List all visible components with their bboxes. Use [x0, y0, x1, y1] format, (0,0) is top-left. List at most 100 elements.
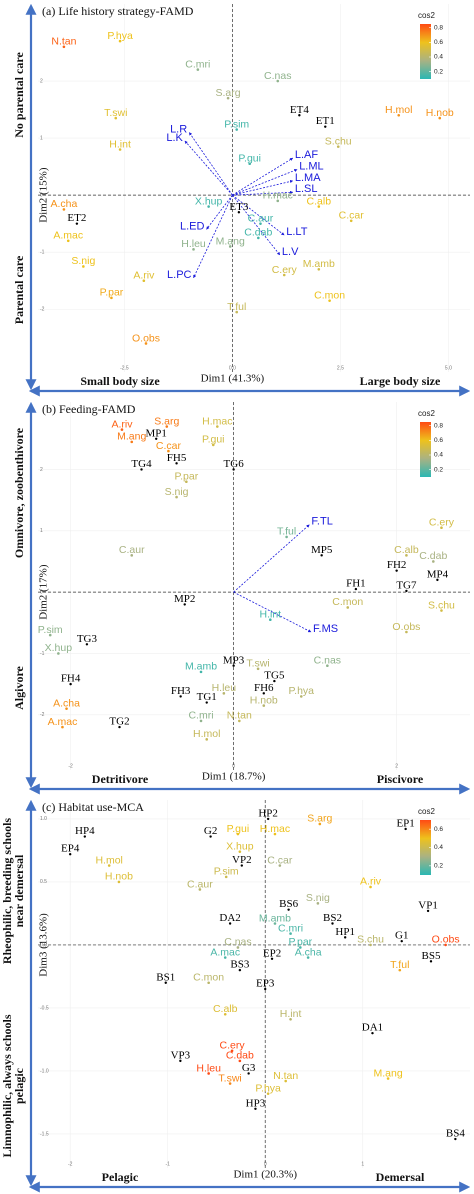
point	[236, 946, 240, 949]
color-bar	[420, 422, 431, 477]
supplementary-point	[262, 692, 265, 695]
point-label: C.dab	[226, 1050, 254, 1062]
point-label: H.leu	[196, 1062, 221, 1074]
point-label: A.mac	[53, 230, 83, 242]
point-label: N.tan	[51, 36, 76, 48]
supplementary-label: FH6	[254, 682, 274, 694]
supplementary-point	[83, 835, 87, 838]
point	[223, 956, 227, 959]
point	[257, 236, 260, 240]
point	[236, 832, 240, 836]
variable-arrow	[233, 524, 310, 593]
side-label: No parental care	[12, 52, 26, 138]
variable-arrow	[232, 194, 281, 256]
point-label: T.ful	[277, 526, 296, 538]
point-label: T.swi	[246, 658, 269, 670]
variable-arrow	[232, 194, 285, 236]
point-label: C.aur	[248, 212, 274, 224]
y-tick-label: 2	[40, 78, 43, 84]
point	[299, 695, 303, 698]
y-tick-label: -1	[40, 250, 45, 256]
point	[444, 943, 447, 947]
x-tick-label: 0	[264, 1161, 267, 1167]
legend-title: cos2	[418, 807, 435, 816]
panel: -2.5 0.0 2.5 5.0 2 1 0 -1 -2 (a) Life history str…	[12, 4, 471, 397]
point	[238, 1059, 242, 1063]
point-label: C.car	[156, 440, 182, 452]
point	[224, 875, 228, 879]
supplementary-label: VP3	[171, 1049, 191, 1061]
point	[185, 480, 188, 484]
point	[199, 670, 203, 674]
point-label: S.chu	[428, 599, 455, 611]
point	[207, 205, 210, 208]
supplementary-point	[85, 643, 89, 646]
point-label: C.mri	[188, 710, 213, 722]
y-tick-label: -2	[40, 712, 45, 718]
point	[238, 850, 242, 853]
y-tick-label: 0	[40, 589, 43, 595]
point-label: C.nas	[264, 70, 291, 82]
supplementary-point	[436, 578, 439, 582]
point	[222, 692, 226, 695]
point	[349, 219, 353, 223]
side-label: Small body size	[80, 374, 160, 388]
supplementary-label: TG4	[131, 458, 152, 470]
panel: -2 0 2 2 1 0 -1 -2 (b) Feeding-FAMD F.TL F.MS A.riv…	[12, 402, 471, 795]
point	[440, 609, 443, 612]
point	[289, 932, 292, 935]
side-label: Algivore	[12, 665, 26, 709]
supplementary-point	[320, 554, 323, 557]
point-label: H.nob	[426, 107, 454, 119]
supplementary-label: EP1	[396, 818, 414, 830]
supplementary-point	[237, 211, 241, 214]
side-label: near demersal	[12, 854, 26, 927]
supplementary-point	[69, 682, 72, 686]
side-label: Omnivore, zoobenthivore	[12, 427, 26, 558]
point	[211, 443, 215, 447]
supplementary-point	[371, 1031, 374, 1035]
supplementary-point	[118, 725, 121, 729]
point	[207, 981, 210, 985]
point-label: H.nob	[105, 871, 133, 883]
point-label: C.mri	[278, 922, 303, 934]
y-tick-label: 1	[40, 528, 43, 534]
point	[226, 96, 230, 100]
supplementary-point	[232, 664, 235, 667]
supplementary-label: DA1	[362, 1022, 383, 1034]
legend-tick-label: 0.8	[434, 422, 443, 429]
supplementary-label: TG1	[197, 691, 217, 703]
y-tick-label: 1	[40, 135, 43, 141]
point-label: A.riv	[133, 269, 155, 281]
legend-tick-label: 0.2	[434, 863, 443, 870]
supplementary-point	[205, 701, 208, 704]
supplementary-label: BS5	[422, 950, 441, 962]
point-label: H.leu	[212, 682, 237, 694]
point-label: T.ful	[390, 959, 409, 971]
plot-area	[38, 4, 470, 372]
supplementary-point	[426, 909, 430, 913]
point	[432, 560, 435, 563]
variable-arrow	[193, 194, 233, 279]
side-label: Parental care	[12, 255, 26, 324]
side-label: Limnophilic, always schools	[0, 1014, 14, 1157]
supplementary-point	[179, 695, 182, 698]
supplementary-point	[343, 936, 347, 939]
legend-tick-label: 0.8	[434, 24, 443, 31]
point-label: C.mri	[185, 58, 210, 70]
point	[228, 1082, 232, 1085]
point	[57, 652, 60, 655]
point	[118, 148, 122, 151]
point	[336, 145, 340, 148]
point	[328, 299, 331, 302]
point	[238, 719, 241, 723]
point	[228, 245, 232, 248]
point	[256, 667, 260, 671]
supplementary-label: ET1	[316, 115, 335, 127]
variable-label: L.ED	[180, 220, 205, 232]
point-label: A.riv	[111, 418, 133, 430]
point-label: C.dab	[244, 227, 272, 239]
point	[198, 888, 202, 891]
point	[165, 425, 169, 428]
y-tick-label: -0.5	[40, 1005, 49, 1011]
